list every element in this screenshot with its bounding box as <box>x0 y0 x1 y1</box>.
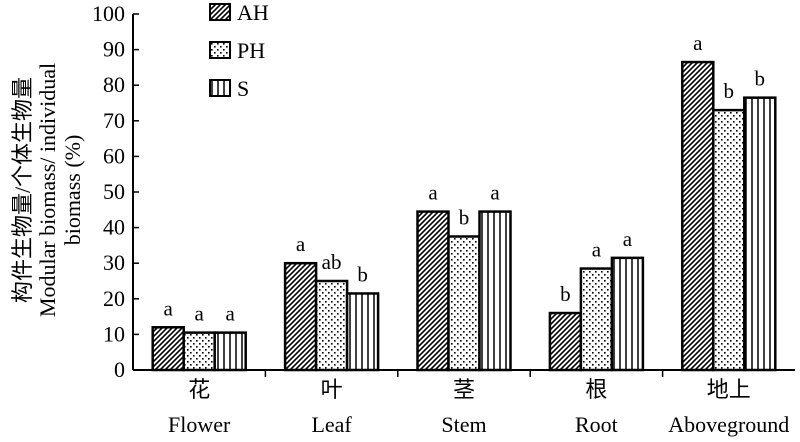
x-categories: 花 Flower 叶 Leaf 茎 Stem 根 Root 地上 Aboveground <box>168 370 789 437</box>
y-axis-label-line-1: 构件生物量/个体生物量 <box>10 77 35 303</box>
significance-label: b <box>459 206 470 230</box>
x-category-label-zh: 茎 <box>453 377 475 402</box>
y-tick-label: 60 <box>103 143 125 168</box>
y-axis-label: 构件生物量/个体生物量 Modular biomass/ individual … <box>10 63 85 317</box>
significance-label: a <box>164 296 174 320</box>
x-category-label-en: Flower <box>168 412 231 437</box>
x-category-label-en: Stem <box>441 412 486 437</box>
bar-ph-stem <box>447 235 481 372</box>
bar-s-aboveground <box>743 96 777 372</box>
y-tick-label: 10 <box>103 321 125 346</box>
legend: AH PH S <box>209 0 269 101</box>
x-category-label-en: Aboveground <box>668 412 789 437</box>
bar-s-stem <box>478 210 512 372</box>
significance-label: a <box>296 232 306 256</box>
legend-swatch-s <box>209 79 231 97</box>
bar-s-flower <box>213 331 247 372</box>
legend-label-s: S <box>237 76 249 101</box>
bar-ah-leaf <box>283 261 318 372</box>
bar-ph-flower <box>182 331 216 372</box>
significance-label: b <box>724 79 735 103</box>
y-tick-label: 30 <box>103 250 125 275</box>
bar-ph-aboveground <box>712 108 746 372</box>
bar-ph-root <box>579 267 614 372</box>
x-category-label-zh: 地上 <box>707 377 751 402</box>
significance-label: b <box>357 262 368 286</box>
significance-label: a <box>195 302 205 326</box>
significance-label: a <box>693 31 703 55</box>
significance-label: a <box>490 181 500 205</box>
significance-label: b <box>560 282 571 306</box>
y-axis-label-line-2: Modular biomass/ individual <box>35 63 60 317</box>
significance-label: a <box>226 302 236 326</box>
y-tick-label: 50 <box>103 179 125 204</box>
bar-s-leaf <box>345 292 380 372</box>
legend-swatch-ah <box>209 3 231 21</box>
y-tick-label: 80 <box>103 72 125 97</box>
y-tick-label: 70 <box>103 108 125 133</box>
bar-s-root <box>610 256 645 372</box>
significance-label: a <box>623 227 633 251</box>
y-tick-label: 40 <box>103 215 125 240</box>
y-tick-label: 20 <box>103 286 125 311</box>
bar-ah-flower <box>151 326 185 372</box>
legend-label-ph: PH <box>237 38 265 63</box>
y-tick-label: 100 <box>92 1 125 26</box>
y-ticks: 0 10 20 30 40 50 60 70 80 90 100 <box>92 1 139 382</box>
legend-swatch-ph <box>209 41 231 59</box>
significance-label: a <box>592 238 602 262</box>
bars <box>151 60 777 372</box>
x-category-label-zh: 根 <box>585 377 607 402</box>
x-category-label-en: Root <box>575 412 618 437</box>
legend-label-ah: AH <box>237 0 269 25</box>
significance-label: ab <box>322 250 342 274</box>
y-tick-label: 0 <box>114 357 125 382</box>
bar-ah-stem <box>416 210 450 372</box>
x-category-label-zh: 花 <box>188 377 210 402</box>
bar-ah-root <box>548 311 583 372</box>
significance-label: b <box>755 67 766 91</box>
x-category-label-zh: 叶 <box>321 377 343 402</box>
significance-label: a <box>428 181 438 205</box>
bar-ph-leaf <box>314 279 349 372</box>
y-axis-label-line-3: biomass (%) <box>60 135 85 246</box>
bar-ah-aboveground <box>681 60 715 372</box>
x-category-label-en: Leaf <box>311 412 352 437</box>
y-tick-label: 90 <box>103 37 125 62</box>
